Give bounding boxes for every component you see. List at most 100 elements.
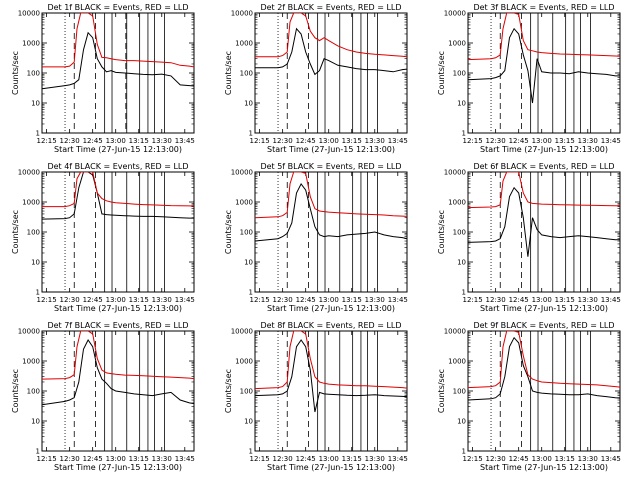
y-tick-label: 1 <box>36 289 40 297</box>
series-line-lld <box>42 13 194 68</box>
y-tick-label: 1 <box>249 130 253 138</box>
x-tick-label: 12:15 <box>37 137 57 145</box>
y-tick-label: 10000 <box>18 169 40 177</box>
x-tick-label: 13:30 <box>578 455 598 463</box>
y-tick-label: 10000 <box>231 328 253 336</box>
series-line-events <box>468 336 620 401</box>
y-tick-label: 10 <box>244 100 253 108</box>
y-tick-label: 10 <box>457 418 466 426</box>
y-axis-label: Counts/sec <box>224 369 233 413</box>
x-tick-label: 12:15 <box>250 296 270 304</box>
y-tick-label: 100 <box>27 70 40 78</box>
y-tick-label: 100 <box>27 229 40 237</box>
x-tick-label: 12:30 <box>486 137 506 145</box>
y-tick-label: 10 <box>457 100 466 108</box>
x-tick-label: 12:30 <box>486 296 506 304</box>
x-tick-label: 13:45 <box>601 455 621 463</box>
series-line-lld <box>255 13 407 58</box>
y-tick-label: 100 <box>240 229 253 237</box>
x-tick-label: 13:45 <box>601 296 621 304</box>
x-tick-label: 12:45 <box>509 296 529 304</box>
y-tick-label: 10 <box>31 259 40 267</box>
y-axis-label: Counts/sec <box>11 369 20 413</box>
x-tick-label: 13:00 <box>319 296 339 304</box>
panel-title: Det 9f BLACK = Events, RED = LLD <box>473 321 614 330</box>
series-line-events <box>42 31 194 90</box>
x-tick-label: 13:30 <box>578 137 598 145</box>
x-tick-label: 13:45 <box>175 137 195 145</box>
x-tick-label: 13:45 <box>175 455 195 463</box>
y-tick-label: 10 <box>31 418 40 426</box>
y-tick-label: 1000 <box>235 40 253 48</box>
x-tick-label: 12:45 <box>83 137 103 145</box>
y-axis-label: Counts/sec <box>11 51 20 95</box>
y-tick-label: 100 <box>453 388 466 396</box>
y-tick-label: 1000 <box>22 40 40 48</box>
x-tick-label: 13:00 <box>532 296 552 304</box>
y-tick-label: 1000 <box>448 199 466 207</box>
x-tick-label: 13:00 <box>319 455 339 463</box>
x-tick-label: 13:00 <box>532 455 552 463</box>
x-tick-label: 12:45 <box>509 455 529 463</box>
y-tick-label: 1000 <box>448 358 466 366</box>
x-tick-label: 12:30 <box>60 137 80 145</box>
x-tick-label: 13:00 <box>532 137 552 145</box>
x-tick-label: 13:30 <box>578 296 598 304</box>
y-tick-label: 10000 <box>231 169 253 177</box>
x-tick-label: 13:15 <box>342 296 362 304</box>
y-axis-label: Counts/sec <box>437 210 446 254</box>
x-axis-label: Start Time (27-Jun-15 12:13:00) <box>54 145 182 154</box>
y-axis-label: Counts/sec <box>437 369 446 413</box>
x-tick-label: 13:45 <box>388 296 408 304</box>
series-line-lld <box>468 172 620 209</box>
x-tick-label: 13:00 <box>319 137 339 145</box>
y-tick-label: 100 <box>27 388 40 396</box>
y-tick-label: 1 <box>36 448 40 456</box>
series-line-lld <box>255 172 407 219</box>
x-tick-label: 12:45 <box>509 137 529 145</box>
x-tick-label: 12:30 <box>273 455 293 463</box>
x-tick-label: 13:45 <box>388 137 408 145</box>
y-tick-label: 1 <box>462 289 466 297</box>
y-tick-label: 10000 <box>18 328 40 336</box>
panel-title: Det 8f BLACK = Events, RED = LLD <box>260 321 401 330</box>
x-tick-label: 13:30 <box>365 455 385 463</box>
y-tick-label: 1000 <box>22 199 40 207</box>
x-tick-label: 13:15 <box>342 137 362 145</box>
x-tick-label: 13:45 <box>601 137 621 145</box>
x-tick-label: 12:30 <box>486 455 506 463</box>
x-tick-label: 12:45 <box>83 296 103 304</box>
x-tick-label: 12:30 <box>273 296 293 304</box>
y-tick-label: 1000 <box>22 358 40 366</box>
panel-title: Det 4f BLACK = Events, RED = LLD <box>47 162 188 171</box>
x-tick-label: 12:15 <box>463 137 483 145</box>
x-tick-label: 13:00 <box>106 137 126 145</box>
series-line-events <box>255 182 407 242</box>
x-tick-label: 13:15 <box>129 455 149 463</box>
x-axis-label: Start Time (27-Jun-15 12:13:00) <box>480 145 608 154</box>
x-tick-label: 13:45 <box>388 455 408 463</box>
x-tick-label: 12:15 <box>250 455 270 463</box>
y-tick-label: 1000 <box>448 40 466 48</box>
panel-title: Det 2f BLACK = Events, RED = LLD <box>260 3 401 12</box>
series-line-events <box>42 339 194 406</box>
x-tick-label: 12:30 <box>60 296 80 304</box>
y-tick-label: 10 <box>244 418 253 426</box>
series-line-events <box>468 27 620 104</box>
x-tick-label: 12:45 <box>296 455 316 463</box>
x-tick-label: 13:30 <box>152 137 172 145</box>
x-tick-label: 12:15 <box>463 296 483 304</box>
y-tick-label: 1000 <box>235 199 253 207</box>
panel-title: Det 6f BLACK = Events, RED = LLD <box>473 162 614 171</box>
x-tick-label: 13:00 <box>106 455 126 463</box>
y-axis-label: Counts/sec <box>224 51 233 95</box>
y-tick-label: 10 <box>244 259 253 267</box>
x-tick-label: 13:45 <box>175 296 195 304</box>
x-axis-label: Start Time (27-Jun-15 12:13:00) <box>54 463 182 472</box>
panel-title: Det 3f BLACK = Events, RED = LLD <box>473 3 614 12</box>
